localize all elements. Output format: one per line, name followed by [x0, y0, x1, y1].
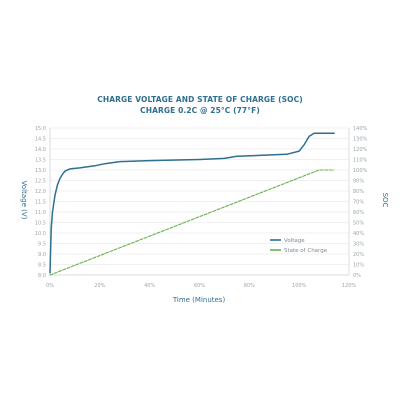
legend-label: State of Charge: [284, 248, 328, 254]
y-tick-label: 13.0: [35, 168, 46, 174]
x-tick-label: 100%: [292, 283, 307, 289]
y-tick-label: 8.0: [38, 273, 46, 279]
y-tick-label: 13.5: [35, 158, 46, 164]
y2-tick-label: 0%: [353, 273, 361, 279]
y-tick-label: 15.0: [35, 126, 46, 132]
y-tick-label: 9.5: [38, 242, 46, 248]
y-tick-label: 8.5: [38, 263, 46, 269]
y-tick-label: 14.0: [35, 147, 46, 153]
y-tick-label: 11.0: [35, 210, 46, 216]
x-tick-label: 80%: [244, 283, 255, 289]
chart-subtitle: CHARGE 0.2C @ 25°C (77°F): [140, 106, 260, 115]
x-tick-label: 60%: [194, 283, 205, 289]
y-tick-label: 10.0: [35, 231, 46, 237]
y-tick-label: 12.5: [35, 179, 46, 185]
y2-tick-label: 40%: [353, 231, 364, 237]
y2-tick-label: 10%: [353, 263, 364, 269]
y-tick-label: 12.0: [35, 189, 46, 195]
x-axis-label: Time (Minutes): [172, 296, 226, 304]
y2-tick-label: 130%: [353, 137, 368, 143]
y2-tick-label: 30%: [353, 242, 364, 248]
series-line-voltage: [49, 132, 335, 274]
y2-tick-label: 90%: [353, 179, 364, 185]
y2-tick-label: 60%: [353, 210, 364, 216]
chart-title: CHARGE VOLTAGE AND STATE OF CHARGE (SOC): [97, 95, 303, 104]
y2-axis-label: SOC: [381, 193, 389, 208]
x-tick-label: 120%: [342, 283, 357, 289]
y-axis-label: Voltage (V): [20, 181, 28, 220]
y2-tick-label: 70%: [353, 200, 364, 206]
y2-tick-label: 120%: [353, 147, 368, 153]
x-tick-label: 20%: [94, 283, 105, 289]
y2-tick-label: 140%: [353, 126, 368, 132]
y2-tick-label: 110%: [353, 158, 368, 164]
y2-tick-label: 100%: [353, 168, 368, 174]
series-line-state-of-charge: [49, 169, 335, 276]
y-tick-label: 10.5: [35, 221, 46, 227]
y2-tick-label: 50%: [353, 221, 364, 227]
x-tick-label: 40%: [144, 283, 155, 289]
y-tick-label: 14.5: [35, 137, 46, 143]
y2-tick-label: 20%: [353, 252, 364, 258]
y2-tick-label: 80%: [353, 189, 364, 195]
legend-label: Voltage: [284, 238, 305, 244]
x-tick-label: 0%: [46, 283, 54, 289]
y-tick-label: 11.5: [35, 200, 46, 206]
y-tick-label: 9.0: [38, 252, 46, 258]
